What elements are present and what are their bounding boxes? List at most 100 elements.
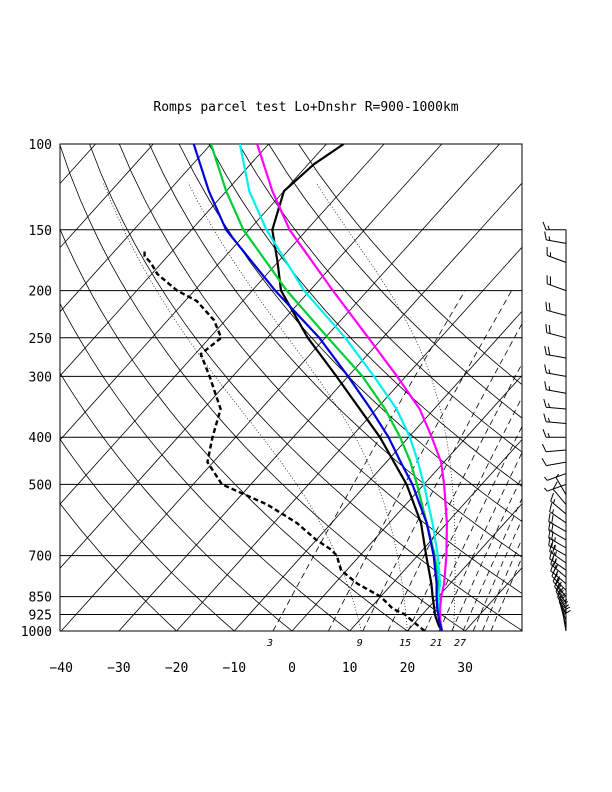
isotherm-line <box>60 144 327 441</box>
temperature-tick-label: −10 <box>223 661 246 676</box>
dry-adiabat-line <box>89 144 522 631</box>
wind-barb-flag <box>556 581 562 590</box>
wind-barb-flag <box>544 381 547 390</box>
wind-barb-half-flag <box>544 476 548 481</box>
isotherm-line <box>60 144 500 631</box>
mixing-ratio-label: 15 <box>399 638 411 649</box>
wind-barb-flag <box>549 550 553 559</box>
temperature-tick-label: 0 <box>288 661 296 676</box>
pressure-tick-label: 850 <box>29 591 52 606</box>
wind-barb-flag <box>545 324 548 333</box>
wind-barb-half-flag <box>554 544 556 550</box>
wind-barb-shaft <box>546 372 567 377</box>
wind-barb-half-flag <box>554 558 557 563</box>
pressure-tick-label: 150 <box>29 224 52 239</box>
dry-adiabat-line <box>60 372 293 631</box>
isotherm-line <box>60 144 385 505</box>
wind-barb-flag <box>544 231 547 240</box>
wind-barb-flag <box>550 492 554 502</box>
wind-barb-shaft <box>550 563 567 578</box>
isotherm-line <box>176 246 522 631</box>
wind-barb-flag <box>552 545 556 554</box>
temperature-tick-label: 10 <box>342 661 358 676</box>
wind-barb-half-flag <box>555 564 558 569</box>
mixing-ratio-line <box>438 451 522 631</box>
dry-adiabat-line <box>208 144 522 487</box>
mixing-ratio-line <box>387 363 522 631</box>
wind-barb-half-flag <box>554 537 556 542</box>
mixing-ratio-line <box>362 322 522 631</box>
dewpoint-profile-line <box>143 249 426 631</box>
background-reference-lines <box>60 144 612 631</box>
wind-barb-flag <box>551 523 554 532</box>
pressure-tick-label: 200 <box>29 285 52 300</box>
isotherm-line <box>349 438 522 631</box>
wind-barb-half-flag <box>547 417 551 423</box>
isotherm-line <box>60 144 269 377</box>
wind-barb-flag <box>557 587 564 595</box>
wind-barb-flag <box>562 609 571 616</box>
mixing-ratio-line <box>482 537 522 631</box>
isotherm-line <box>291 374 522 631</box>
wind-barb-half-flag <box>558 588 562 593</box>
isotherm-line <box>523 144 612 631</box>
dry-adiabat-line <box>60 502 177 631</box>
wind-barb-flag <box>554 579 560 587</box>
wind-barb-half-flag <box>547 403 551 408</box>
wind-barb-flag <box>543 398 547 408</box>
chart-title: Romps parcel test Lo+Dnshr R=900-1000km <box>153 100 458 115</box>
mixing-ratio-label: 9 <box>357 638 363 649</box>
mixing-ratio-label: 3 <box>266 638 273 649</box>
wind-barb-half-flag <box>548 369 551 374</box>
wind-barb-flag <box>558 595 567 602</box>
dry-adiabat-line <box>60 144 466 631</box>
dry-adiabat-line <box>298 144 522 386</box>
wind-barb-flag <box>552 481 558 490</box>
isotherm-line <box>407 503 522 631</box>
wind-barb-half-flag <box>548 236 551 241</box>
wind-barb-flag <box>549 543 553 552</box>
mixing-ratio-line <box>424 425 522 631</box>
mixing-ratio-line <box>490 556 522 631</box>
parcel-curve-line <box>209 144 444 631</box>
wind-barb-flag <box>544 364 547 373</box>
mixing-ratio-line <box>407 396 522 631</box>
parcel-curve-line <box>238 144 444 631</box>
wind-barb-flag <box>548 513 551 522</box>
wind-barb-column <box>541 221 571 632</box>
isobar-lines <box>60 143 522 632</box>
pressure-tick-label: 400 <box>29 431 52 446</box>
temperature-profile-line <box>271 144 443 631</box>
wind-barb-half-flag <box>552 499 556 504</box>
moist-adiabat-line <box>102 182 362 631</box>
dry-adiabat-line <box>178 144 522 523</box>
temperature-tick-label: −30 <box>107 661 130 676</box>
mixing-ratio-line <box>328 290 512 631</box>
wind-barb-flag <box>552 552 556 561</box>
wind-barb-flag <box>551 514 554 524</box>
plot-frame <box>59 143 523 632</box>
wind-barb-shaft <box>547 473 567 481</box>
wind-barb-half-flag <box>547 433 550 438</box>
wind-barb-flag <box>544 346 547 355</box>
wind-barb-shaft <box>558 601 567 621</box>
wind-barb-flag <box>552 564 557 574</box>
dry-adiabat-line <box>60 302 350 631</box>
mixing-ratio-line <box>451 475 522 631</box>
wind-barb-shaft <box>546 389 567 394</box>
isotherm-line <box>60 144 154 249</box>
wind-barb-flag <box>545 301 548 311</box>
mixing-ratio-label: 27 <box>454 638 466 649</box>
profile-curves <box>143 144 448 631</box>
wind-barb-flag <box>542 429 547 438</box>
temperature-axis-labels: −40 −30 −20 −10 0 10 20 30 <box>49 661 472 676</box>
isotherm-line <box>118 182 522 631</box>
pressure-tick-label: 700 <box>29 550 52 565</box>
wind-barb-shaft <box>546 354 567 359</box>
temperature-tick-label: 30 <box>457 661 473 676</box>
pressure-tick-label: 250 <box>29 332 52 347</box>
wind-barb-shaft <box>546 449 567 453</box>
dry-adiabat-line <box>60 228 408 631</box>
